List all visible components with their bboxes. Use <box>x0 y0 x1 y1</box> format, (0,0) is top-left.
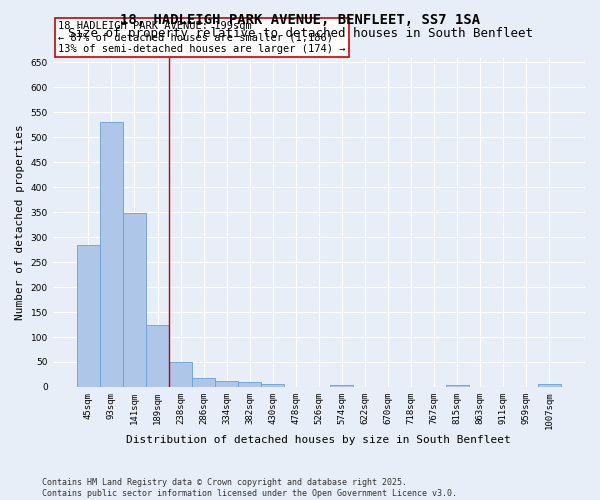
Text: Contains HM Land Registry data © Crown copyright and database right 2025.
Contai: Contains HM Land Registry data © Crown c… <box>42 478 457 498</box>
Text: 18, HADLEIGH PARK AVENUE, BENFLEET, SS7 1SA: 18, HADLEIGH PARK AVENUE, BENFLEET, SS7 … <box>120 12 480 26</box>
Bar <box>261 384 284 387</box>
Bar <box>169 362 192 387</box>
Y-axis label: Number of detached properties: Number of detached properties <box>15 124 25 320</box>
Bar <box>146 324 169 387</box>
Text: Size of property relative to detached houses in South Benfleet: Size of property relative to detached ho… <box>67 28 533 40</box>
Bar <box>538 384 561 387</box>
Bar <box>77 245 100 387</box>
Bar <box>192 378 215 387</box>
Text: 18 HADLEIGH PARK AVENUE: 199sqm
← 87% of detached houses are smaller (1,186)
13%: 18 HADLEIGH PARK AVENUE: 199sqm ← 87% of… <box>58 21 346 54</box>
Bar <box>215 382 238 387</box>
Bar <box>331 385 353 387</box>
Bar <box>238 382 261 387</box>
Bar <box>123 213 146 387</box>
Bar <box>446 385 469 387</box>
Bar <box>100 122 123 387</box>
X-axis label: Distribution of detached houses by size in South Benfleet: Distribution of detached houses by size … <box>127 435 511 445</box>
